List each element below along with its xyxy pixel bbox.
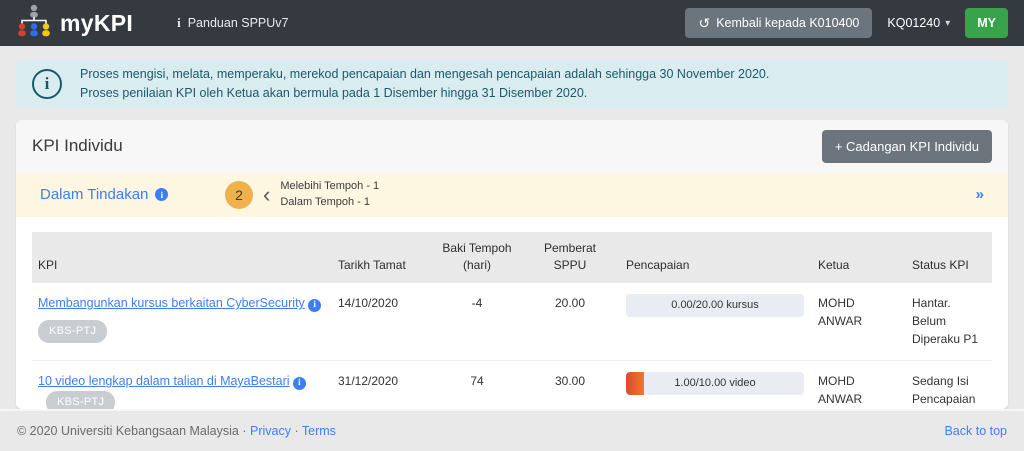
pencapaian-cell: 0.00/20.00 kursus [620, 283, 812, 361]
user-code-dropdown[interactable]: KQ01240 ▾ [887, 16, 950, 30]
info-icon[interactable]: i [292, 376, 306, 390]
progress-label: 1.00/10.00 video [674, 377, 756, 390]
info-circle-icon: i [32, 68, 62, 99]
col-header-pencapaian: Pencapaian [620, 231, 812, 284]
kpi-table: KPI Tarikh Tamat Baki Tempoh (hari) Pemb… [32, 231, 992, 409]
footer: © 2020 Universiti Kebangsaan Malaysia · … [0, 409, 1024, 451]
undo-icon: ↺ [698, 15, 711, 31]
baki-tempoh-cell: -4 [471, 296, 483, 311]
count-line: Melebihi Tempoh - 1 [280, 179, 380, 192]
footer-left: © 2020 Universiti Kebangsaan Malaysia · … [17, 424, 336, 438]
orgchart-icon [16, 4, 52, 42]
card-header: KPI Individu + Cadangan KPI Individu [16, 119, 1008, 173]
progress-label: 0.00/20.00 kursus [671, 299, 759, 312]
add-kpi-button[interactable]: + Cadangan KPI Individu [821, 129, 992, 163]
navbar-right: ↺ Kembali kepada K010400 KQ01240 ▾ MY [685, 8, 1008, 38]
info-alert: i Proses mengisi, melata, memperaku, mer… [16, 60, 1008, 108]
nav-item-panduan[interactable]: i Panduan SPPUv7 [177, 15, 288, 31]
baki-tempoh-cell: 74 [434, 360, 520, 409]
separator: · [242, 424, 247, 438]
kpi-link[interactable]: 10 video lengkap dalam talian di MayaBes… [38, 374, 290, 389]
info-icon: i [177, 15, 181, 30]
section-dalam-tindakan: Dalam Tindakan i 2 ‹ Melebihi Tempoh - 1… [16, 172, 1008, 217]
user-code: KQ01240 [887, 16, 941, 30]
table-row: 10 video lengkap dalam talian di MayaBes… [32, 360, 992, 409]
progress-bar: 0.00/20.00 kursus [626, 294, 804, 318]
kpi-badge: KBS-PTJ [38, 320, 108, 343]
status-cell: Hantar. Belum Diperaku P1 [912, 296, 979, 347]
alert-text: Proses mengisi, melata, memperaku, merek… [80, 65, 769, 104]
pencapaian-cell: 1.00/10.00 video [620, 360, 812, 409]
count-line: Dalam Tempoh - 1 [280, 195, 370, 208]
dalam-tindakan-link[interactable]: Dalam Tindakan [40, 186, 149, 204]
back-to-top-link[interactable]: Back to top [944, 424, 1007, 438]
progress-fill [626, 372, 644, 396]
alert-line-2: Proses penilaian KPI oleh Ketua akan ber… [80, 85, 588, 100]
back-to-k010400-button[interactable]: ↺ Kembali kepada K010400 [685, 8, 873, 38]
col-header-status-kpi: Status KPI [906, 231, 992, 284]
info-icon[interactable]: i [308, 298, 322, 312]
progress-bar: 1.00/10.00 video [626, 372, 804, 396]
expand-right-icon[interactable]: » [975, 186, 984, 204]
col-header-tarikh-tamat: Tarikh Tamat [332, 231, 434, 284]
privacy-link[interactable]: Privacy [249, 424, 291, 438]
col-header-baki-tempoh: Baki Tempoh (hari) [434, 231, 520, 284]
pemberat-cell: 30.00 [520, 360, 620, 409]
count-badge: 2 [225, 180, 253, 209]
user-initials-badge[interactable]: MY [965, 8, 1008, 38]
kpi-individu-card: KPI Individu + Cadangan KPI Individu Dal… [16, 119, 1008, 409]
table-header-row: KPI Tarikh Tamat Baki Tempoh (hari) Pemb… [32, 231, 992, 284]
copyright-text: © 2020 Universiti Kebangsaan Malaysia [17, 424, 239, 438]
brand-logo[interactable]: myKPI [16, 4, 133, 42]
kpi-link[interactable]: Membangunkan kursus berkaitan CyberSecur… [38, 296, 305, 311]
back-button-label: Kembali kepada K010400 [716, 16, 860, 30]
kpi-cell: 10 video lengkap dalam talian di MayaBes… [32, 360, 332, 409]
brand-name: myKPI [60, 9, 134, 36]
ketua-cell: MOHD ANWAR [812, 360, 906, 409]
pemberat-cell: 20.00 [554, 296, 586, 311]
terms-link[interactable]: Terms [301, 424, 336, 438]
chevron-left-icon: ‹ [263, 181, 271, 207]
col-header-ketua: Ketua [812, 231, 906, 284]
nav-item-label: Panduan SPPUv7 [187, 16, 289, 30]
tarikh-tamat-cell: 31/12/2020 [332, 360, 434, 409]
col-header-pemberat-sppu: Pemberat SPPU [520, 231, 620, 284]
navbar: myKPI i Panduan SPPUv7 ↺ Kembali kepada … [0, 0, 1024, 46]
table-row: Membangunkan kursus berkaitan CyberSecur… [32, 283, 992, 361]
kpi-badge: KBS-PTJ [46, 391, 116, 409]
page-title: KPI Individu [32, 136, 123, 156]
tarikh-tamat-cell: 14/10/2020 [338, 296, 399, 311]
ketua-cell: MOHD ANWAR [818, 296, 863, 329]
dalam-tindakan-label-group: Dalam Tindakan i [40, 186, 225, 203]
status-cell: Sedang Isi Pencapaian [906, 360, 992, 409]
chevron-down-icon: ▾ [945, 17, 951, 29]
alert-line-1: Proses mengisi, melata, memperaku, merek… [80, 66, 770, 81]
kpi-table-wrap: KPI Tarikh Tamat Baki Tempoh (hari) Pemb… [16, 217, 1008, 409]
count-breakdown: Melebihi Tempoh - 1 Dalam Tempoh - 1 [280, 179, 379, 211]
separator: · [294, 424, 299, 438]
dalam-tindakan-count-group: 2 ‹ Melebihi Tempoh - 1 Dalam Tempoh - 1 [225, 179, 379, 211]
kpi-cell: Membangunkan kursus berkaitan CyberSecur… [32, 283, 332, 361]
info-icon[interactable]: i [155, 188, 169, 202]
col-header-kpi: KPI [32, 231, 332, 284]
